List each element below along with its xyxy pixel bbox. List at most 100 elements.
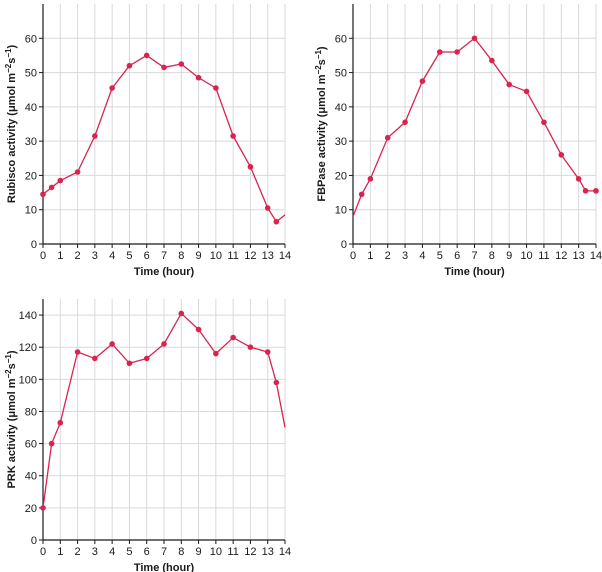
chart-1-x-tick-label: 12	[555, 250, 567, 262]
chart-1-data-point	[384, 134, 391, 141]
chart-2-data-point	[143, 355, 150, 362]
chart-0-y-axis-title-part: Rubisco activity (μmol m	[6, 73, 18, 203]
chart-0-x-tick-label: 11	[227, 250, 238, 262]
chart-2-x-tick-label: 3	[92, 546, 98, 558]
chart-2-data-point	[92, 355, 98, 362]
chart-1-x-tick-label: 1	[367, 250, 373, 262]
chart-0-data-point	[195, 74, 202, 81]
chart-1-x-tick-label: 7	[471, 250, 477, 262]
chart-1-data-point	[593, 188, 599, 194]
chart-2-y-tick-label: 120	[19, 342, 37, 354]
chart-0-y-tick-label: 50	[25, 68, 37, 80]
chart-1-series-line	[361, 37, 596, 195]
chart-1-x-tick-label: 6	[454, 250, 460, 262]
chart-1-y-tick-label: 20	[335, 170, 347, 182]
chart-0-x-tick-label: 1	[57, 250, 63, 262]
chart-2-y-tick-label: 20	[25, 503, 37, 515]
chart-1-y-axis-title-part: FBPase activity (μmol m	[316, 74, 328, 201]
chart-1-data-point	[575, 176, 582, 182]
chart-1-y-tick-label: 50	[335, 68, 347, 80]
chart-1-y-tick-label: 10	[335, 205, 347, 217]
chart-2-data-point	[57, 419, 64, 426]
chart-2-data-point	[264, 349, 271, 355]
chart-2-y-axis-title: PRK activity (μmol m−2s−1)	[4, 350, 18, 488]
chart-0-x-tick-label: 8	[178, 250, 184, 262]
chart-0-x-tick-label: 2	[75, 250, 81, 262]
chart-0-data-point	[40, 191, 46, 198]
chart-0-x-tick-label: 6	[144, 250, 150, 262]
chart-1-x-tick-label: 8	[489, 250, 495, 262]
chart-2-y-tick-label: 0	[31, 535, 37, 547]
chart-0-data-point	[161, 64, 167, 71]
chart-1-data-point	[582, 188, 589, 194]
chart-0-y-axis-title: Rubisco activity (μmol m−2s−1)	[4, 45, 18, 204]
chart-2-series-line	[42, 312, 277, 508]
chart-2-data-point	[195, 326, 202, 333]
chart-2-y-axis-title-part: −1	[4, 354, 13, 364]
chart-1-data-point	[506, 81, 513, 88]
chart-0-data-point	[74, 169, 81, 175]
chart-2-y-tick-label: 80	[25, 406, 37, 418]
chart-1-data-point	[436, 49, 443, 55]
chart-0-data-point	[273, 218, 280, 225]
chart-1-x-tick-label: 13	[573, 250, 585, 262]
chart-2-x-tick-label: 5	[126, 546, 132, 558]
chart-1-data-point	[367, 176, 374, 182]
chart-1-series-head	[352, 194, 363, 217]
chart-0-data-point	[143, 52, 150, 59]
chart-0-x-axis-title: Time (hour)	[134, 266, 195, 278]
chart-0-series-line	[42, 54, 277, 223]
chart-1-y-axis-title-part: )	[316, 46, 328, 50]
chart-0-y-tick-label: 10	[25, 205, 37, 217]
chart-2-y-axis-title-part: )	[6, 350, 18, 354]
chart-0-y-tick-label: 20	[25, 170, 37, 182]
chart-1-data-point	[523, 88, 530, 95]
chart-0-y-axis-title-part: −1	[4, 48, 13, 58]
chart-1-data-point	[419, 78, 426, 84]
chart-1-y-axis-title-part: −1	[314, 50, 323, 60]
chart-2-y-axis-title-part: s	[6, 363, 18, 369]
chart-0-data-point	[109, 85, 115, 91]
chart-2-x-tick-label: 12	[244, 546, 256, 558]
chart-1-y-tick-label: 0	[341, 239, 347, 251]
chart-1-data-point	[541, 119, 547, 126]
chart-1-x-tick-label: 11	[538, 250, 549, 262]
chart-2-data-point	[247, 344, 254, 351]
chart-0-y-tick-label: 60	[25, 33, 37, 45]
chart-2-x-tick-label: 8	[178, 546, 184, 558]
chart-1-data-point	[402, 119, 408, 126]
chart-0-x-tick-label: 7	[161, 250, 167, 262]
chart-2-y-tick-label: 100	[19, 374, 37, 386]
chart-0-x-tick-label: 13	[262, 250, 274, 262]
chart-2-x-tick-label: 6	[144, 546, 150, 558]
chart-0-data-point	[213, 85, 219, 91]
chart-0-x-tick-label: 9	[196, 250, 202, 262]
chart-1-x-tick-label: 2	[385, 250, 391, 262]
chart-1-data-point	[471, 35, 478, 42]
chart-1-y-tick-label: 30	[335, 136, 347, 148]
chart-2-x-tick-label: 14	[279, 546, 291, 558]
chart-0-x-tick-label: 12	[244, 250, 256, 262]
chart-1-y-axis-title-part: s	[316, 59, 328, 65]
chart-0-data-point	[57, 177, 64, 184]
chart-2-data-point	[161, 341, 167, 347]
chart-0-data-point	[247, 164, 254, 170]
chart-2-x-tick-label: 0	[40, 546, 46, 558]
chart-0-x-tick-label: 3	[92, 250, 98, 262]
chart-2-x-tick-label: 2	[75, 546, 81, 558]
chart-2-data-point	[230, 334, 236, 341]
chart-1-y-axis-title-part: −2	[314, 65, 323, 75]
chart-0-data-point	[126, 62, 133, 69]
chart-1-x-tick-label: 14	[590, 250, 602, 262]
chart-0-y-tick-label: 0	[31, 239, 37, 251]
chart-0-data-point	[178, 61, 185, 67]
chart-2-x-tick-label: 7	[161, 546, 167, 558]
chart-0-x-tick-label: 4	[109, 250, 115, 262]
chart-0-y-tick-label: 30	[25, 136, 37, 148]
prk-chart: 0 1 2 3 4 5 6 7 8 9 10 11 12 13 14020406080100120140Ti…	[4, 299, 291, 572]
chart-0-x-tick-label: 5	[126, 250, 132, 262]
chart-2-x-tick-label: 9	[196, 546, 202, 558]
